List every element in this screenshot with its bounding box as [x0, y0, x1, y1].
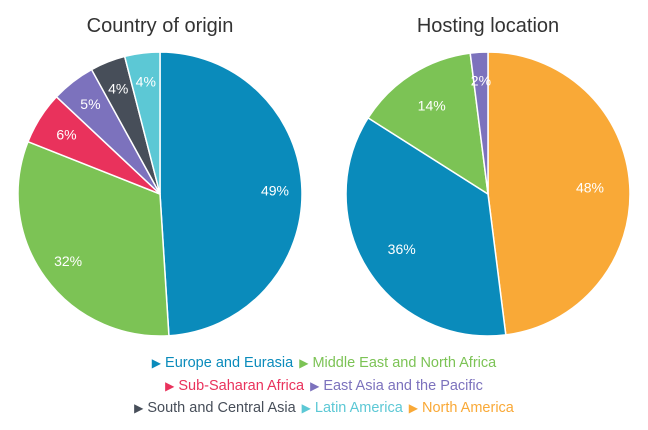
triangle-marker-icon: ▶: [408, 401, 418, 415]
data-label-middle-east-and-north-africa: 14%: [418, 97, 446, 113]
legend-label: South and Central Asia: [147, 400, 296, 416]
pie-chart-hosting-location: Hosting location 48% 36% 14% 2%: [345, 15, 631, 337]
pie-slice-east-asia-and-the-pacific: [469, 51, 489, 195]
legend-label: Latin America: [314, 400, 403, 416]
chart-title: Hosting location: [417, 15, 559, 37]
triangle-marker-icon: ▶: [134, 401, 144, 415]
pie-charts: Country of origin 49% 32% 6%5% 4% 4% Hosting l…: [17, 15, 631, 337]
pie-chart-country-of-origin: Country of origin 49% 32% 6%5% 4% 4%: [17, 15, 303, 337]
legend-item-east-asia-and-the-pacific: ▶ East Asia and the Pacific: [310, 375, 483, 398]
pie-slice-north-america: [487, 51, 631, 336]
data-label-north-america: 48%: [576, 180, 604, 196]
pie-slice-latin-america: [123, 51, 161, 195]
legend-label: Europe and Eurasia: [165, 355, 294, 371]
pie-slice-europe-and-eurasia: [345, 116, 507, 337]
triangle-marker-icon: ▶: [301, 401, 311, 415]
data-label-europe-and-eurasia: 49%: [261, 182, 289, 198]
legend-row: ▶ Europe and Eurasia ▶ Middle East and Nort…: [0, 352, 648, 375]
legend-label: Sub-Saharan Africa: [178, 377, 305, 394]
pie-slice-europe-and-eurasia: [159, 51, 303, 337]
triangle-marker-icon: ▶: [310, 378, 320, 393]
data-label-east-asia-and-the-pacific: 5%: [80, 96, 100, 112]
legend-row: ▶ Sub-Saharan Africa ▶ East Asia and the Pa…: [0, 375, 648, 398]
legend-row: ▶ South and Central Asia ▶ Latin America ▶ No…: [0, 397, 648, 420]
legend-item-north-america: ▶ North America: [409, 397, 514, 420]
pie-slice-middle-east-and-north-africa: [367, 52, 489, 196]
data-label-middle-east-and-north-africa: 32%: [54, 253, 82, 269]
legend-label: Middle East and North Africa: [312, 355, 497, 371]
legend-item-middle-east-and-north-africa: ▶ Middle East and North Africa: [299, 352, 496, 375]
pie-slice-middle-east-and-north-africa: [17, 140, 170, 337]
legend-item-latin-america: ▶ Latin America: [302, 397, 403, 420]
legend-label: North America: [422, 400, 514, 416]
data-label-south-and-central-asia: 4%: [108, 80, 128, 96]
data-label-sub-saharan-africa: 6%: [56, 127, 76, 143]
data-label-east-asia-and-the-pacific: 2%: [471, 73, 491, 89]
legend-item-south-and-central-asia: ▶ South and Central Asia: [134, 397, 296, 420]
legend: ▶ Europe and Eurasia ▶ Middle East and Nort…: [0, 352, 648, 420]
triangle-marker-icon: ▶: [151, 356, 162, 370]
legend-item-sub-saharan-africa: ▶ Sub-Saharan Africa: [165, 375, 304, 398]
data-label-latin-america: 4%: [136, 73, 156, 89]
legend-item-europe-and-eurasia: ▶ Europe and Eurasia: [152, 352, 293, 375]
chart-title: Country of origin: [87, 15, 234, 37]
triangle-marker-icon: ▶: [299, 356, 309, 370]
legend-label: East Asia and the Pacific: [323, 377, 483, 394]
data-label-europe-and-eurasia: 36%: [388, 241, 416, 257]
triangle-marker-icon: ▶: [165, 378, 175, 393]
